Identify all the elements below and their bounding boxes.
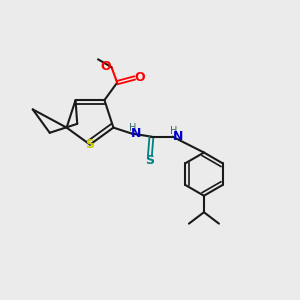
- Text: S: S: [85, 138, 94, 151]
- Text: O: O: [101, 60, 111, 73]
- Text: S: S: [146, 154, 154, 167]
- Text: N: N: [173, 130, 184, 143]
- Text: N: N: [131, 127, 141, 140]
- Text: O: O: [135, 71, 145, 84]
- Text: H: H: [170, 126, 178, 136]
- Text: H: H: [130, 123, 137, 133]
